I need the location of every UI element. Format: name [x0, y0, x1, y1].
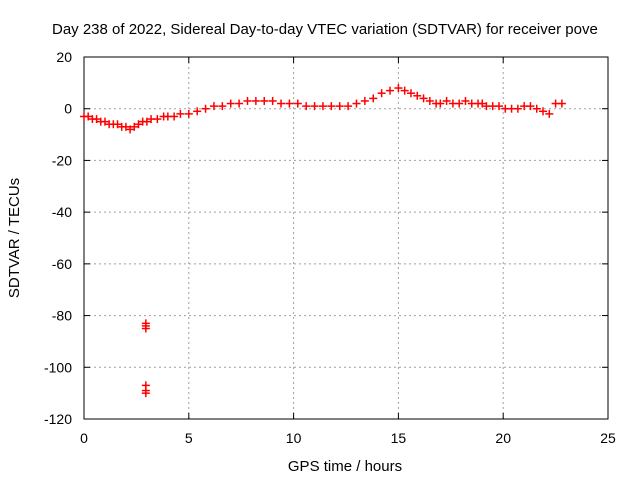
data-point	[526, 102, 535, 111]
data-point	[218, 102, 227, 111]
data-point	[100, 117, 109, 126]
data-point	[141, 321, 150, 330]
data-point	[478, 99, 487, 108]
data-point	[360, 96, 369, 105]
y-tick-label: -100	[44, 359, 72, 375]
data-point	[461, 96, 470, 105]
x-tick-label: 15	[391, 430, 407, 446]
data-point	[285, 99, 294, 108]
data-point	[318, 102, 327, 111]
data-point	[113, 120, 122, 129]
grid	[84, 57, 608, 419]
y-tick-label: 0	[64, 101, 72, 117]
data-point	[293, 99, 302, 108]
data-point	[121, 122, 130, 131]
data-point	[545, 109, 554, 118]
data-points	[80, 84, 566, 398]
data-point	[226, 99, 235, 108]
data-point	[130, 122, 139, 131]
x-tick-label: 0	[80, 430, 88, 446]
data-point	[193, 107, 202, 116]
data-point	[141, 389, 150, 398]
data-point	[302, 102, 311, 111]
data-point	[377, 89, 386, 98]
x-tick-label: 10	[286, 430, 302, 446]
axis-ticks: 0 5 10 15 20 25 -120 -100 -80 -60 -40 -20 0 20	[44, 49, 616, 446]
data-point	[352, 99, 361, 108]
data-point	[134, 120, 143, 129]
data-point	[539, 107, 548, 116]
data-point	[170, 112, 179, 121]
y-tick-label: -20	[52, 152, 72, 168]
data-point	[344, 102, 353, 111]
chart-title: Day 238 of 2022, Sidereal Day-to-day VTE…	[52, 21, 598, 38]
data-point	[413, 91, 422, 100]
data-point	[327, 102, 336, 111]
plot-frame	[83, 56, 609, 420]
x-tick-label: 25	[600, 430, 616, 446]
data-point	[557, 99, 566, 108]
data-point	[394, 84, 403, 93]
data-point	[209, 102, 218, 111]
y-tick-label: -80	[52, 308, 72, 324]
data-point	[84, 112, 93, 121]
data-point	[406, 89, 415, 98]
data-point	[260, 96, 269, 105]
data-point	[184, 109, 193, 118]
y-axis-title: SDTVAR / TECUs	[6, 178, 23, 298]
data-point	[243, 96, 252, 105]
y-tick-label: -60	[52, 256, 72, 272]
data-point	[400, 86, 409, 95]
x-tick-label: 20	[495, 430, 511, 446]
data-point	[268, 96, 277, 105]
data-point	[153, 115, 162, 124]
data-point	[369, 94, 378, 103]
data-point	[277, 99, 286, 108]
data-point	[335, 102, 344, 111]
y-tick-label: -40	[52, 204, 72, 220]
data-point	[310, 102, 319, 111]
data-point	[495, 102, 504, 111]
data-point	[126, 125, 135, 134]
data-point	[176, 109, 185, 118]
data-point	[436, 99, 445, 108]
data-point	[386, 86, 395, 95]
data-point	[442, 96, 451, 105]
data-point	[235, 99, 244, 108]
data-point	[92, 115, 101, 124]
data-point	[142, 117, 151, 126]
y-tick-label: -120	[44, 411, 72, 427]
data-point	[532, 104, 541, 113]
data-point	[425, 96, 434, 105]
y-tick-label: 20	[56, 49, 72, 65]
x-axis-title: GPS time / hours	[288, 458, 402, 475]
data-point	[455, 99, 464, 108]
data-point	[419, 94, 428, 103]
data-point	[251, 96, 260, 105]
x-tick-label: 5	[185, 430, 193, 446]
data-point	[513, 104, 522, 113]
data-point	[201, 104, 210, 113]
